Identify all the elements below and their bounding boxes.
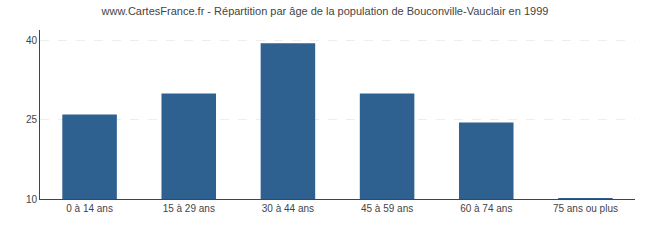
svg-text:60 à 74 ans: 60 à 74 ans [460,203,512,214]
svg-text:25: 25 [26,114,38,125]
svg-text:0 à 14 ans: 0 à 14 ans [66,203,113,214]
svg-text:75 ans ou plus: 75 ans ou plus [553,203,618,214]
svg-text:30 à 44 ans: 30 à 44 ans [262,203,314,214]
svg-text:45 à 59 ans: 45 à 59 ans [361,203,413,214]
svg-text:www.CartesFrance.fr - Répartit: www.CartesFrance.fr - Répartition par âg… [101,5,549,17]
svg-text:10: 10 [26,194,38,205]
svg-text:40: 40 [26,35,38,46]
svg-text:15 à 29 ans: 15 à 29 ans [163,203,215,214]
